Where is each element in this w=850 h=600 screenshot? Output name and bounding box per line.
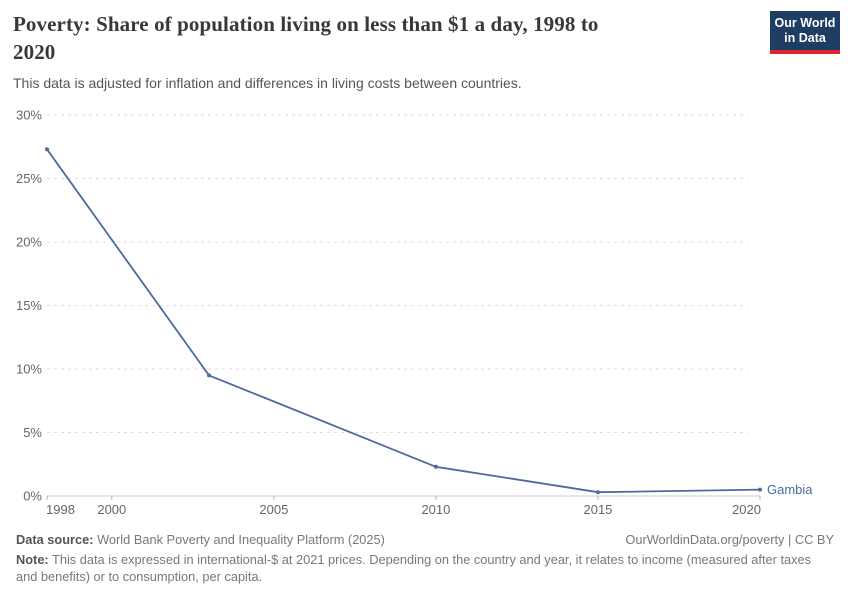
y-tick-label: 5% [23, 425, 42, 440]
y-tick-label: 0% [23, 489, 42, 504]
data-point[interactable] [207, 373, 212, 378]
data-point[interactable] [433, 464, 438, 469]
data-source-value: World Bank Poverty and Inequality Platfo… [93, 532, 385, 547]
logo-text-line-2: in Data [784, 31, 826, 45]
x-tick-label: 2005 [259, 502, 288, 517]
footer-source-row: Data source: World Bank Poverty and Ineq… [16, 531, 834, 548]
note-value: This data is expressed in international-… [16, 552, 812, 584]
data-source-label: Data source: [16, 532, 94, 547]
x-tick-label: 2020 [732, 502, 761, 517]
y-tick-label: 25% [16, 171, 42, 186]
chart-footer: Data source: World Bank Poverty and Ineq… [16, 531, 834, 585]
title-line-1: Poverty: Share of population living on l… [13, 12, 599, 36]
page-title: Poverty: Share of population living on l… [13, 10, 713, 66]
x-tick-label: 2015 [583, 502, 612, 517]
owid-logo[interactable]: Our World in Data [770, 11, 840, 54]
x-tick-label: 2000 [97, 502, 126, 517]
attribution-link[interactable]: OurWorldinData.org/poverty | CC BY [625, 532, 834, 547]
series-line-gambia[interactable] [46, 148, 761, 494]
series-end-label[interactable]: Gambia [767, 482, 813, 497]
logo-text-line-1: Our World [774, 16, 836, 30]
y-tick-label: 15% [16, 298, 42, 313]
y-tick-label: 10% [16, 362, 42, 377]
line-chart[interactable]: 0% 5% 10% 15% 20% 25% 30% 1998 2000 2005 2010 2015 2… [0, 100, 850, 528]
data-source-text: Data source: World Bank Poverty and Ineq… [16, 531, 385, 548]
x-tick-label: 2010 [421, 502, 450, 517]
data-point[interactable] [758, 487, 762, 492]
footer-note: Note: This data is expressed in internat… [16, 551, 834, 585]
chart-subtitle: This data is adjusted for inflation and … [13, 75, 522, 91]
data-point[interactable] [595, 490, 600, 495]
note-label: Note: [16, 552, 49, 567]
title-line-2: 2020 [13, 40, 56, 64]
data-point[interactable] [45, 147, 49, 152]
y-tick-label: 30% [16, 108, 42, 123]
x-tick-label: 1998 [46, 502, 75, 517]
y-tick-label: 20% [16, 235, 42, 250]
